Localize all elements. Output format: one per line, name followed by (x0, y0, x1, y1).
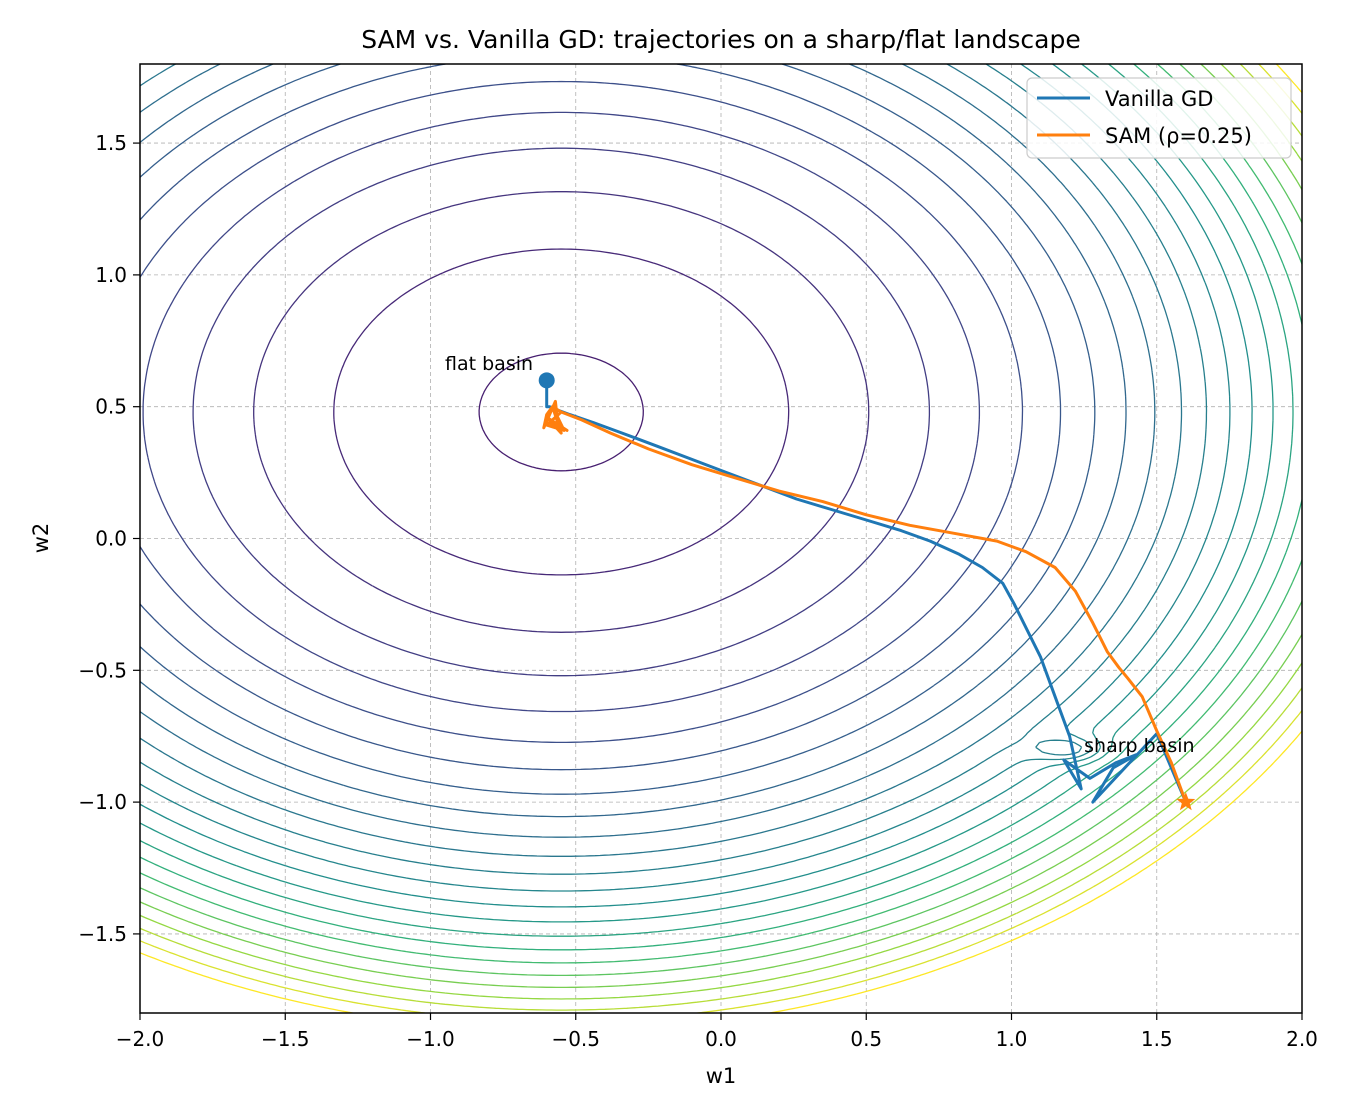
grid (139, 64, 1303, 1013)
y-tick-label-0: −1.5 (78, 922, 127, 946)
annotation-0: flat basin (445, 353, 533, 375)
contour-level-15 (140, 64, 1294, 937)
contour-level-13 (140, 64, 1253, 908)
contour-level-4 (142, 111, 981, 713)
y-tick-label-3: 0.0 (95, 527, 127, 551)
y-axis-label: w2 (29, 523, 53, 554)
x-tick-label-2: −1.0 (406, 1027, 455, 1051)
contour-level-0 (478, 352, 644, 472)
y-tick-label-6: 1.5 (95, 131, 127, 155)
contour-level-22 (140, 64, 1302, 1013)
x-tick-label-6: 1.0 (996, 1027, 1028, 1051)
flat-basin-point (538, 372, 555, 389)
contour-level-16 (140, 64, 1302, 951)
contour-level-21 (140, 64, 1302, 1011)
contour-level-2 (253, 191, 870, 633)
x-tick-label-0: −2.0 (116, 1027, 165, 1051)
legend-label-vanilla-gd: Vanilla GD (1105, 87, 1213, 111)
legend: Vanilla GD SAM (ρ=0.25) (1026, 77, 1292, 159)
x-axis-label: w1 (706, 1064, 737, 1088)
contour-level-19 (140, 64, 1302, 989)
x-tick-label-4: 0.0 (705, 1027, 737, 1051)
y-tick-label-5: 1.0 (95, 263, 127, 287)
x-tick-label-7: 1.5 (1141, 1027, 1173, 1051)
y-tick-label-4: 0.5 (95, 395, 127, 419)
chart-title: SAM vs. Vanilla GD: trajectories on a sh… (361, 25, 1080, 54)
x-tick-label-5: 0.5 (850, 1027, 882, 1051)
contour-level-14 (140, 64, 1274, 923)
contour-level-5 (140, 80, 1024, 744)
contour-level-20 (140, 64, 1302, 1000)
contour-level-1 (333, 248, 790, 576)
y-tick-label-1: −1.0 (78, 790, 127, 814)
annotation-1: sharp basin (1084, 735, 1194, 757)
x-axis-ticks: −2.0 −1.5 −1.0 −0.5 0.0 0.5 1.0 1.5 2.0 (116, 1013, 1318, 1051)
series-line-0 (545, 378, 1188, 804)
contour-level-7 (140, 64, 1096, 795)
contour-level-9 (140, 64, 1156, 838)
trajectory-markers (538, 372, 1196, 811)
contour-level-8 (140, 64, 1127, 818)
contour-level-3 (192, 147, 931, 677)
y-tick-label-2: −0.5 (78, 658, 127, 682)
legend-box (1026, 77, 1292, 159)
trajectory-series (542, 378, 1188, 804)
sam-start-star (1176, 792, 1196, 811)
x-tick-label-3: −0.5 (551, 1027, 600, 1051)
series-line-1 (542, 399, 1188, 804)
x-tick-label-8: 2.0 (1286, 1027, 1318, 1051)
annotations: flat basin sharp basin (445, 353, 1195, 757)
y-axis-ticks: −1.5 −1.0 −0.5 0.0 0.5 1.0 1.5 (78, 131, 140, 946)
x-tick-label-1: −1.5 (261, 1027, 310, 1051)
legend-label-sam: SAM (ρ=0.25) (1105, 124, 1252, 148)
